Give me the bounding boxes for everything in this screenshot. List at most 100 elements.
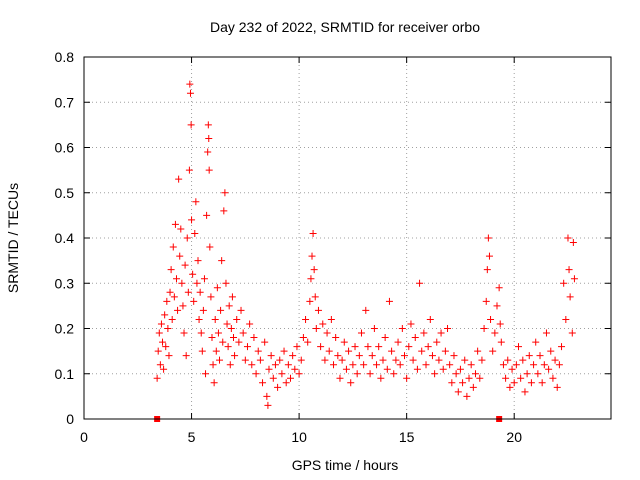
data-point <box>185 166 193 174</box>
data-point <box>246 320 254 328</box>
data-point <box>428 352 436 360</box>
data-point <box>213 284 221 292</box>
data-point <box>534 370 542 378</box>
data-point <box>264 401 272 409</box>
data-point <box>499 361 507 369</box>
data-point <box>368 352 376 360</box>
grid <box>84 57 611 419</box>
data-point <box>282 379 290 387</box>
data-point <box>176 252 184 260</box>
data-point <box>459 379 467 387</box>
data-point <box>319 320 327 328</box>
data-point <box>493 302 501 310</box>
data-point <box>483 266 491 274</box>
data-point <box>542 329 550 337</box>
data-point <box>218 257 226 265</box>
data-point <box>239 329 247 337</box>
data-point <box>295 370 303 378</box>
data-point <box>229 334 237 342</box>
data-point <box>504 356 512 364</box>
data-point <box>502 374 510 382</box>
y-tick-label: 0.8 <box>55 49 75 65</box>
data-point <box>321 356 329 364</box>
data-point <box>263 392 271 400</box>
data-point <box>377 374 385 382</box>
data-point <box>385 297 393 305</box>
data-point <box>383 365 391 373</box>
data-point <box>219 338 227 346</box>
data-point <box>181 261 189 269</box>
data-point <box>555 361 563 369</box>
data-point <box>312 325 320 332</box>
data-point <box>314 306 322 314</box>
data-point <box>536 352 544 360</box>
data-point <box>558 343 566 351</box>
data-point <box>164 325 172 332</box>
data-point <box>163 297 171 305</box>
data-point <box>349 361 357 369</box>
plot-frame <box>83 56 612 420</box>
data-point <box>248 361 256 369</box>
data-point <box>166 288 174 296</box>
y-axis-ticks: 0 0.1 0.2 0.3 0.4 0.5 0.6 0.7 0.8 <box>55 49 611 427</box>
data-point <box>566 293 574 301</box>
data-point <box>216 356 224 364</box>
data-point <box>353 370 361 378</box>
data-point <box>476 374 484 382</box>
data-point <box>184 288 192 296</box>
data-point <box>435 356 443 364</box>
data-point <box>293 343 301 351</box>
x-tick-label: 10 <box>291 429 307 445</box>
data-point <box>342 365 350 373</box>
data-point <box>194 257 202 265</box>
x-axis-label: GPS time / hours <box>292 457 399 473</box>
data-point <box>485 252 493 260</box>
data-point <box>332 334 340 342</box>
data-point <box>170 293 178 301</box>
data-point <box>551 356 559 364</box>
y-axis-label: SRMTID / TECUs <box>5 183 21 293</box>
data-point <box>179 302 187 310</box>
data-point <box>307 275 315 283</box>
data-point <box>191 229 199 237</box>
data-point <box>159 338 167 346</box>
data-point <box>161 311 169 319</box>
data-point <box>465 374 473 382</box>
data-point <box>444 325 452 332</box>
data-point <box>174 306 182 314</box>
data-point <box>357 329 365 337</box>
data-point <box>204 148 212 156</box>
data-point <box>519 356 527 364</box>
data-point <box>157 320 165 328</box>
data-point <box>225 302 233 310</box>
data-point <box>338 356 346 364</box>
data-point <box>223 320 231 328</box>
data-point <box>360 361 368 369</box>
data-point <box>243 343 251 351</box>
data-point <box>276 356 284 364</box>
data-point <box>206 243 214 251</box>
data-point <box>154 347 162 355</box>
data-point <box>224 343 232 351</box>
data-point <box>254 347 262 355</box>
data-point <box>171 220 179 228</box>
data-point <box>155 329 163 337</box>
data-point <box>411 334 419 342</box>
y-tick-label: 0 <box>66 411 74 427</box>
data-point <box>547 347 555 355</box>
data-point <box>207 293 215 301</box>
data-point <box>416 279 424 287</box>
data-point <box>394 338 402 346</box>
data-point <box>381 334 389 342</box>
data-point <box>506 383 514 391</box>
data-point <box>267 352 275 360</box>
data-point <box>168 315 176 323</box>
data-point <box>426 315 434 323</box>
data-point <box>437 329 445 337</box>
data-point <box>553 383 561 391</box>
data-point <box>568 329 576 337</box>
data-point <box>199 306 207 314</box>
y-tick-label: 0.6 <box>55 140 75 156</box>
data-point <box>521 388 529 396</box>
data-point <box>422 361 430 369</box>
